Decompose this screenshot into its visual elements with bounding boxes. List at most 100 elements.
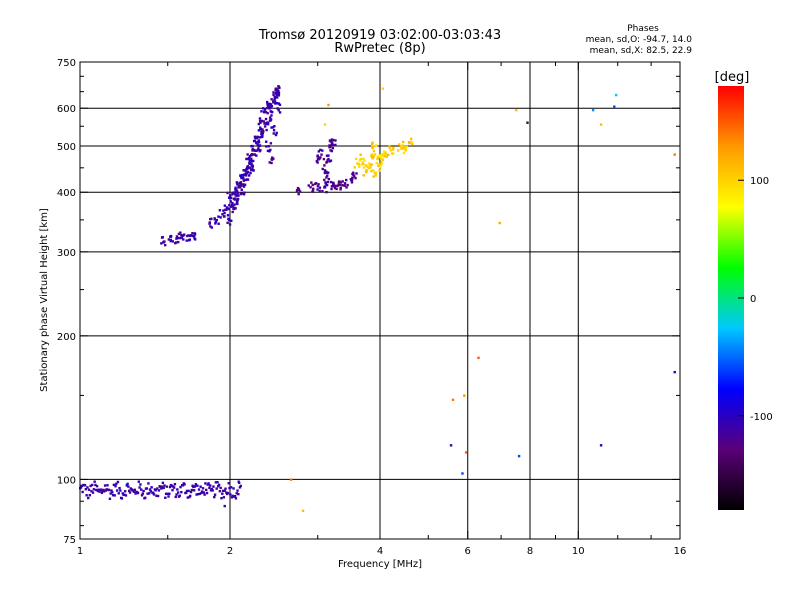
data-point xyxy=(194,238,197,241)
data-point xyxy=(346,183,349,187)
data-point xyxy=(365,169,368,172)
data-point xyxy=(175,235,179,238)
data-point xyxy=(164,243,167,247)
data-point xyxy=(252,159,255,163)
data-point xyxy=(451,398,455,401)
data-point xyxy=(177,240,180,244)
y-tick-label: 200 xyxy=(57,332,76,343)
data-point xyxy=(241,173,244,177)
data-point xyxy=(154,489,157,492)
y-tick-label: 75 xyxy=(63,535,76,546)
data-point xyxy=(380,155,383,158)
data-point xyxy=(323,164,326,167)
data-point xyxy=(209,484,212,487)
data-point xyxy=(234,197,237,200)
data-point xyxy=(200,491,203,495)
data-point xyxy=(326,158,329,162)
data-point xyxy=(195,493,198,496)
data-point xyxy=(141,492,145,495)
data-point xyxy=(239,186,242,189)
data-point xyxy=(264,117,268,121)
data-point xyxy=(155,494,158,497)
data-point xyxy=(259,128,262,131)
data-point xyxy=(225,208,228,212)
data-point xyxy=(371,146,374,150)
data-point xyxy=(94,483,97,487)
data-point xyxy=(174,495,177,499)
data-point xyxy=(229,219,232,222)
data-point xyxy=(332,138,335,142)
data-point xyxy=(236,197,240,201)
data-point xyxy=(164,496,167,499)
data-point xyxy=(335,187,338,191)
data-point xyxy=(325,190,328,194)
data-point xyxy=(209,225,212,228)
data-point xyxy=(358,165,361,168)
data-point xyxy=(165,485,169,488)
data-point xyxy=(105,488,108,491)
data-point xyxy=(258,136,261,139)
data-point xyxy=(248,156,251,159)
data-point xyxy=(239,182,243,185)
data-point xyxy=(215,487,218,490)
data-point xyxy=(180,490,183,494)
data-point xyxy=(378,154,381,157)
data-point xyxy=(88,493,92,497)
data-point xyxy=(370,155,374,159)
data-point xyxy=(227,482,230,485)
data-point xyxy=(379,166,382,169)
data-point xyxy=(390,152,394,155)
data-point xyxy=(259,126,262,129)
data-point xyxy=(229,205,232,208)
x-tick-label: 4 xyxy=(377,546,383,557)
colorbar-unit-label: [deg] xyxy=(715,70,750,85)
data-point xyxy=(325,176,328,179)
data-point xyxy=(267,105,270,108)
data-point xyxy=(262,120,265,123)
data-point xyxy=(229,196,233,200)
data-point xyxy=(110,489,113,492)
data-point xyxy=(401,144,404,147)
data-point xyxy=(216,481,219,484)
data-point xyxy=(353,175,356,178)
data-point xyxy=(278,103,282,107)
data-point xyxy=(449,444,453,447)
data-point xyxy=(324,181,327,184)
data-point xyxy=(234,189,238,192)
data-point xyxy=(91,491,95,494)
data-point xyxy=(145,487,149,490)
data-point xyxy=(270,110,274,114)
data-point xyxy=(193,234,196,238)
data-point xyxy=(321,189,324,193)
data-point xyxy=(119,489,122,492)
data-point xyxy=(228,486,231,490)
data-point xyxy=(365,164,368,167)
data-point xyxy=(231,193,234,196)
data-point xyxy=(316,185,320,188)
data-point xyxy=(179,485,182,489)
data-point xyxy=(182,238,185,241)
data-point xyxy=(297,187,300,191)
data-point xyxy=(251,164,254,167)
data-point xyxy=(185,239,188,242)
data-point xyxy=(235,194,239,197)
data-point xyxy=(359,153,362,156)
data-point xyxy=(382,154,385,157)
x-tick-label: 2 xyxy=(227,546,233,557)
data-point xyxy=(250,144,253,148)
y-tick-label: 400 xyxy=(57,188,76,199)
data-point xyxy=(234,497,238,500)
data-point xyxy=(177,232,181,236)
y-tick-label: 500 xyxy=(57,142,76,153)
data-point xyxy=(111,491,114,494)
data-point xyxy=(171,488,174,492)
data-point xyxy=(203,493,206,496)
data-point xyxy=(184,491,188,495)
data-point xyxy=(330,149,334,153)
data-point xyxy=(137,480,141,483)
data-point xyxy=(235,201,239,204)
data-point xyxy=(316,188,319,191)
data-point xyxy=(371,145,374,148)
data-point xyxy=(152,491,155,495)
data-point xyxy=(260,132,263,136)
